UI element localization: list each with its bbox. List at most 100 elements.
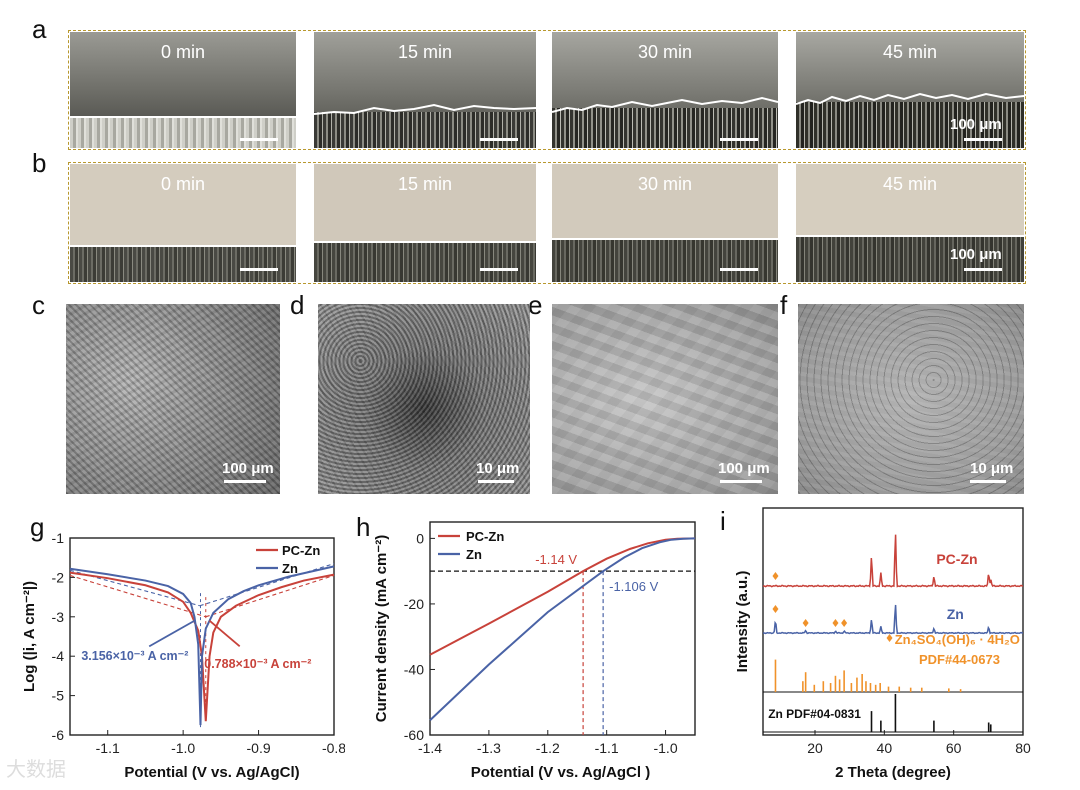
y-tick-label: -5 xyxy=(52,688,65,704)
scale-bar xyxy=(240,138,278,141)
panel-label-e: e xyxy=(528,290,543,320)
panel-label-g: g xyxy=(30,512,45,542)
y-tick-label: 0 xyxy=(416,530,424,546)
y-tick-label: -4 xyxy=(52,648,65,664)
series-zn xyxy=(762,604,1024,635)
row-a-tile-4: 45 min 100 μm xyxy=(796,32,1024,148)
row-a-tile-2: 15 min xyxy=(314,32,536,148)
x-axis-label: Potential (V vs. Ag/AgCl ) xyxy=(471,764,650,781)
sem-image-f: 10 μm xyxy=(798,304,1024,494)
legend-label: PC-Zn xyxy=(282,543,320,558)
time-label: 30 min xyxy=(637,174,693,194)
marker-label: -1.14 V xyxy=(535,552,577,567)
scale-bar xyxy=(480,268,518,271)
x-axis-label: 2 Theta (degree) xyxy=(835,764,951,781)
marker-label: -1.106 V xyxy=(609,579,658,594)
x-tick-label: -1.2 xyxy=(536,740,560,756)
tangent-line xyxy=(199,563,335,607)
series-pc-zn xyxy=(762,534,1024,588)
x-tick-label: -1.1 xyxy=(595,740,619,756)
time-label: 0 min xyxy=(160,42,205,62)
series-pc-zn xyxy=(69,571,335,722)
plot-frame xyxy=(762,507,1024,736)
label-reference-2: PDF#44-0673 xyxy=(919,652,1000,667)
label-pc-zn: PC-Zn xyxy=(936,551,977,567)
x-tick-label: 20 xyxy=(807,740,823,756)
x-tick-label: -1.0 xyxy=(653,740,677,756)
diamond-marker xyxy=(886,634,893,642)
scale-bar xyxy=(720,480,762,483)
row-b-tile-2: 15 min xyxy=(314,164,536,282)
scale-label: 10 μm xyxy=(970,460,1014,477)
scale-bar xyxy=(970,480,1006,483)
panel-label-f: f xyxy=(780,290,788,320)
row-a-tile-1: 0 min xyxy=(70,32,296,148)
annotation-arrow xyxy=(148,619,195,648)
sem-image-d: 10 μm xyxy=(318,304,530,494)
watermark: 大数据 xyxy=(6,757,66,781)
panel-label-b: b xyxy=(32,148,47,178)
scale-bar xyxy=(478,480,514,483)
tafel-chart: -1.1 -1.0 -0.9 -0.8 -6 -5 -4 -3 -2 -1 Potential (V… xyxy=(21,530,345,781)
annotation: 0.788×10⁻³ A cm⁻² xyxy=(204,657,311,671)
row-b-tile-1: 0 min xyxy=(70,164,296,282)
panel-label-a: a xyxy=(32,14,47,44)
x-tick-label: 80 xyxy=(1015,740,1031,756)
y-axis-label: Intensity (a.u.) xyxy=(734,571,751,673)
diamond-marker xyxy=(772,572,779,580)
x-axis-label: Potential (V vs. Ag/AgCl) xyxy=(124,764,299,781)
x-tick-label: 40 xyxy=(877,740,893,756)
legend-label: Zn xyxy=(282,561,298,576)
scale-label: 100 μm xyxy=(718,460,770,477)
y-tick-label: -60 xyxy=(404,727,424,743)
annotation-arrow xyxy=(208,620,241,648)
y-axis-label: Log (|i, A cm⁻²|) xyxy=(21,581,38,692)
scale-label: 100 μm xyxy=(950,246,1002,263)
time-label: 0 min xyxy=(160,174,205,194)
legend-label: Zn xyxy=(466,547,482,562)
row-a-frame xyxy=(68,30,1026,150)
panel-label-h: h xyxy=(356,512,371,542)
scale-bar xyxy=(964,268,1002,271)
x-tick-label: 60 xyxy=(946,740,962,756)
scale-bar xyxy=(964,138,1002,141)
sem-image-c: 100 μm xyxy=(66,304,280,494)
series-zn xyxy=(429,537,696,721)
scale-bar xyxy=(720,268,758,271)
tangent-line xyxy=(205,574,335,618)
x-tick-label: -0.9 xyxy=(247,740,271,756)
diamond-marker xyxy=(802,619,809,627)
scale-bar xyxy=(240,268,278,271)
scale-label: 100 μm xyxy=(950,116,1002,133)
scale-bar xyxy=(480,138,518,141)
time-label: 15 min xyxy=(397,42,453,62)
panel-label-c: c xyxy=(32,290,45,320)
plot-frame xyxy=(69,537,335,736)
row-b-tile-4: 45 min 100 μm xyxy=(796,164,1024,282)
time-label: 45 min xyxy=(882,42,938,62)
y-tick-label: -40 xyxy=(404,661,424,677)
sem-image-e: 100 μm xyxy=(552,304,778,494)
diamond-marker xyxy=(832,619,839,627)
x-tick-label: -0.8 xyxy=(322,740,345,756)
time-label: 45 min xyxy=(882,174,938,194)
row-a-tile-3: 30 min xyxy=(552,32,778,148)
scale-label: 10 μm xyxy=(476,460,520,477)
tangent-line xyxy=(69,574,206,618)
x-tick-label: -1.3 xyxy=(477,740,501,756)
y-tick-label: -20 xyxy=(404,596,424,612)
series-zn xyxy=(69,565,335,726)
y-tick-label: -1 xyxy=(52,530,65,546)
x-tick-label: -1.1 xyxy=(96,740,120,756)
panel-label-i: i xyxy=(720,506,726,536)
row-b-tile-3: 30 min xyxy=(552,164,778,282)
y-tick-label: -3 xyxy=(52,609,65,625)
plot-frame xyxy=(429,521,696,736)
label-zn: Zn xyxy=(947,606,964,622)
annotation: 3.156×10⁻³ A cm⁻² xyxy=(81,649,188,663)
panel-label-d: d xyxy=(290,290,305,320)
scale-bar xyxy=(720,138,758,141)
scale-bar xyxy=(224,480,266,483)
label-zn-pdf: Zn PDF#04-0831 xyxy=(768,707,861,721)
diamond-marker xyxy=(772,605,779,613)
